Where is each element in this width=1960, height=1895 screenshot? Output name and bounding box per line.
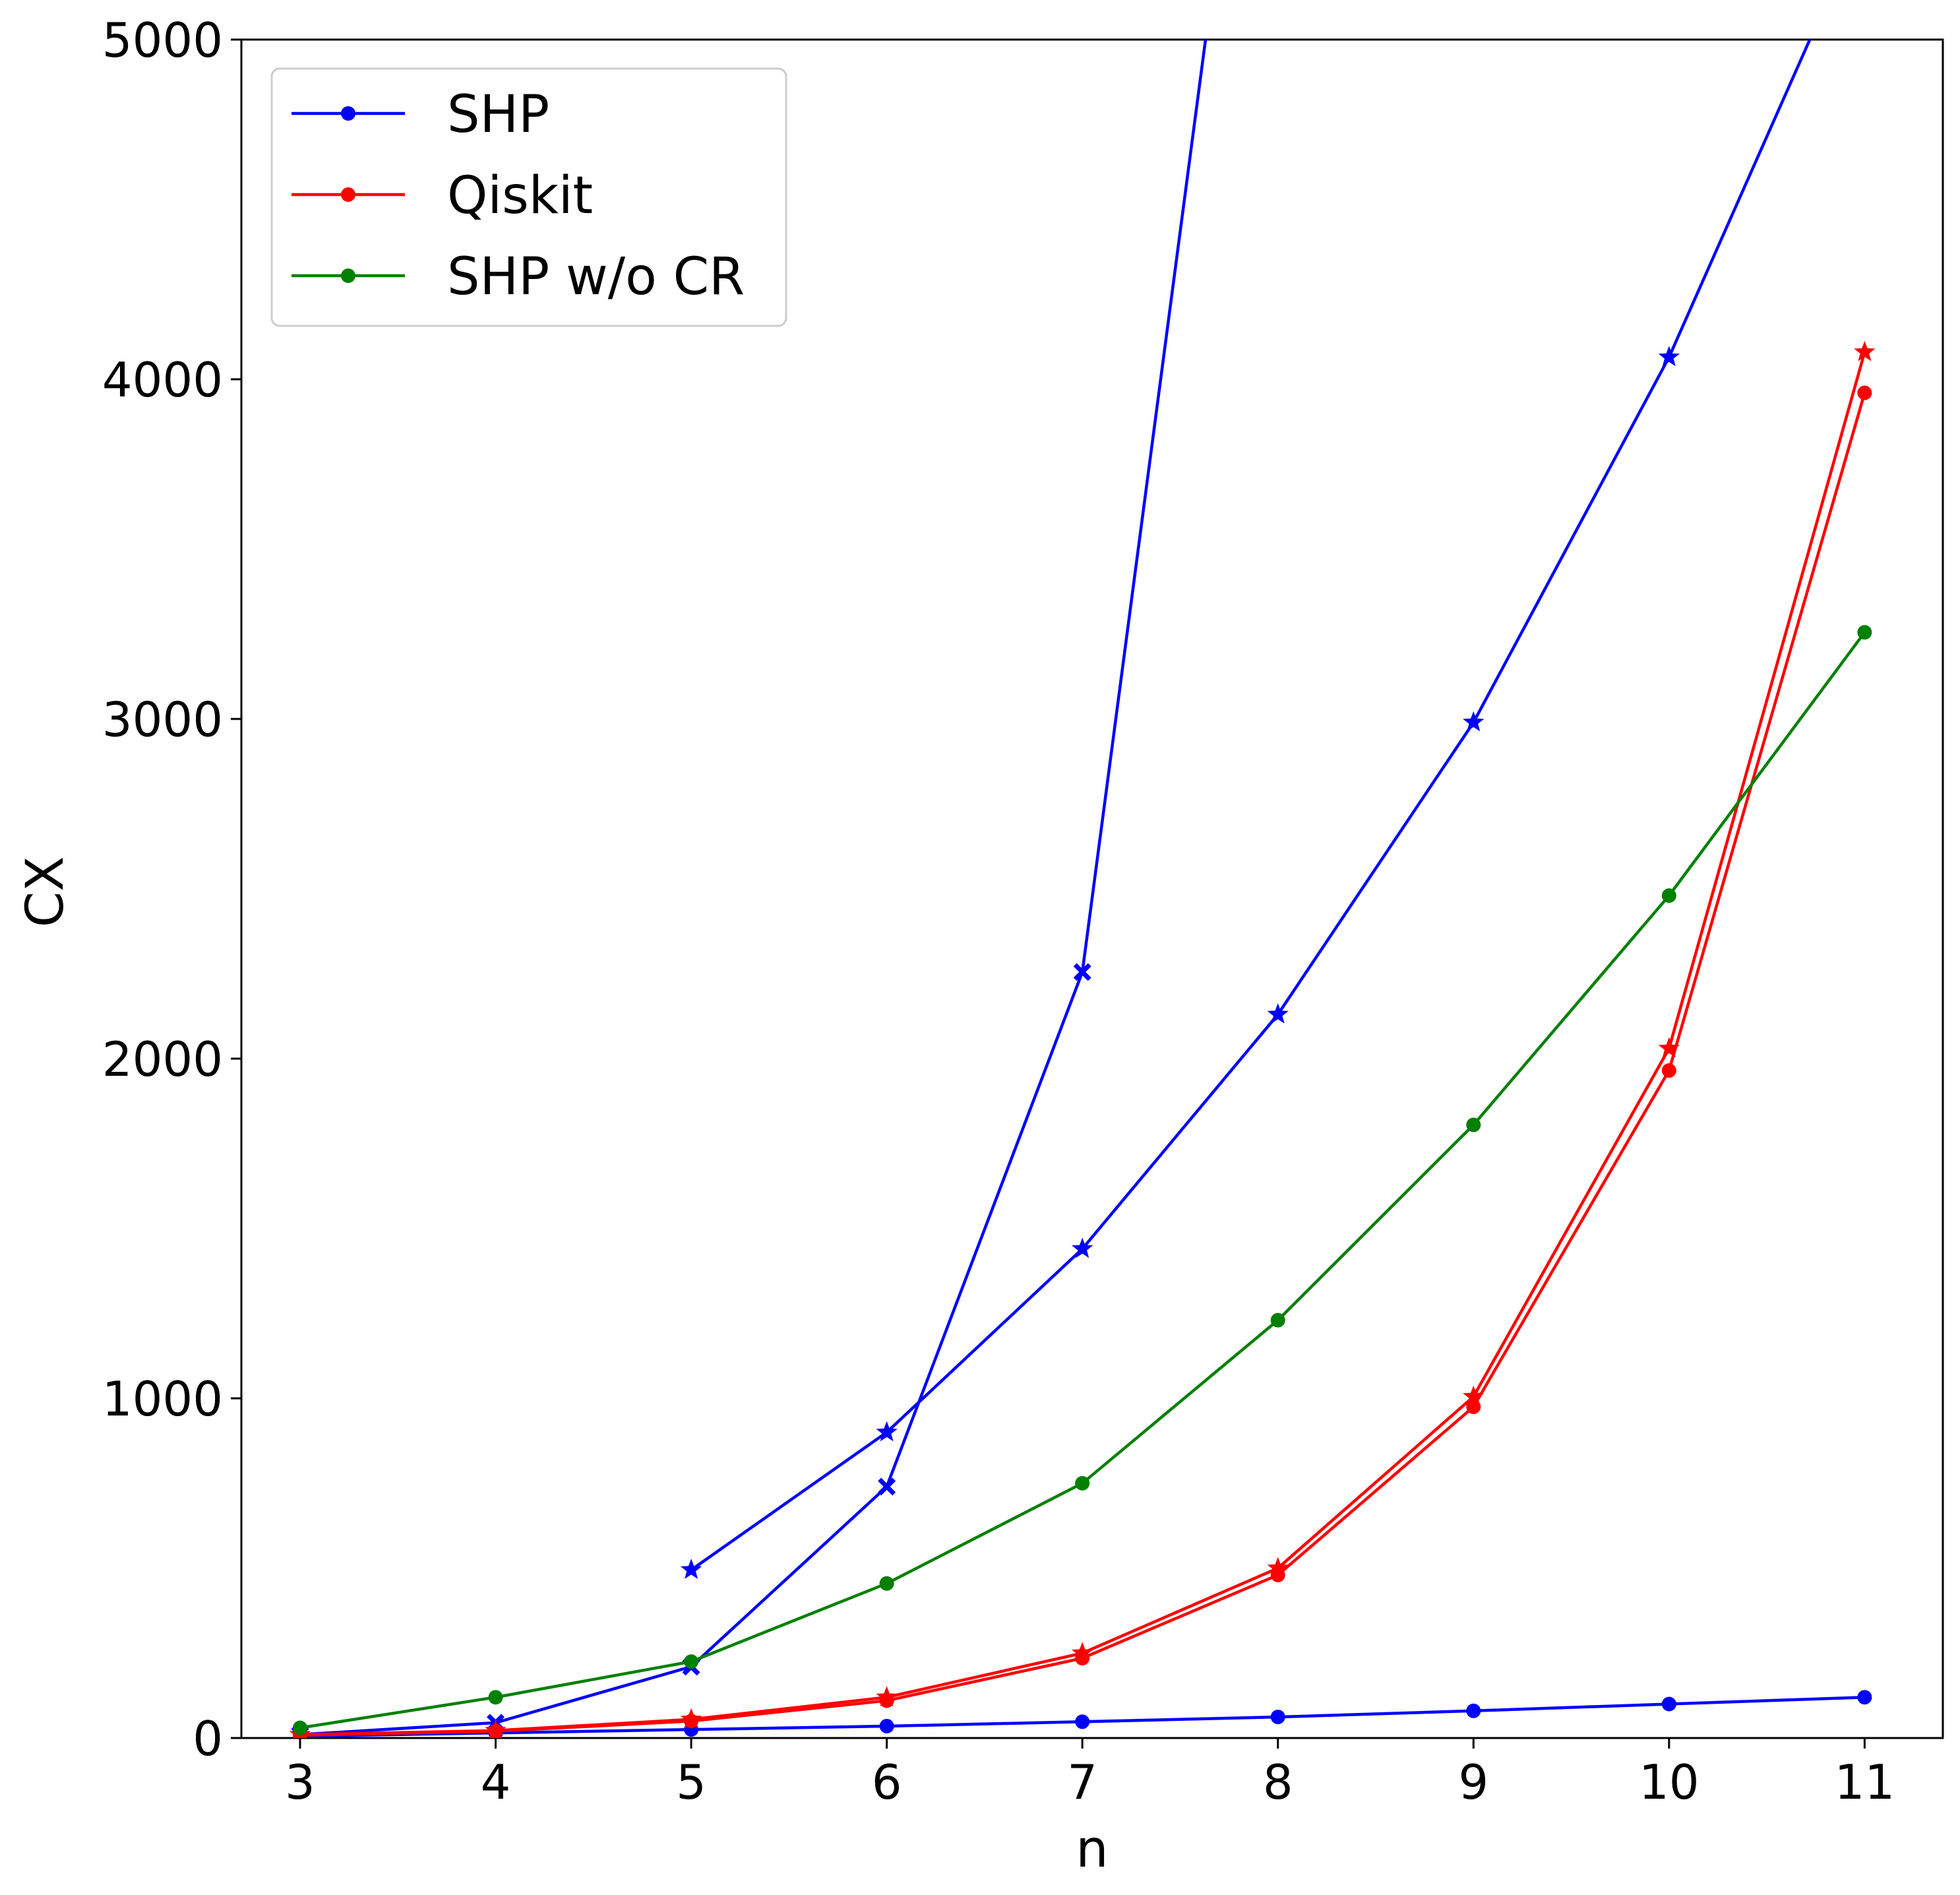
x-tick-label: 3 [285,1755,315,1810]
series-3-star-marker [1658,346,1680,367]
series-6-circle-marker [1466,1117,1481,1133]
y-tick-label: 0 [193,1711,223,1766]
series-2-line [299,40,1208,1737]
series-5-star-marker [1072,1642,1093,1662]
y-tick-label: 1000 [102,1371,223,1427]
series-5-star-marker [1463,1385,1485,1406]
series-6-circle-marker [684,1654,699,1669]
y-tick-label: 3000 [102,692,223,747]
legend-marker [341,268,355,283]
x-tick-label: 8 [1263,1755,1293,1810]
y-tick-label: 4000 [102,352,223,408]
series-3-star-marker [1072,1237,1093,1258]
x-axis: 3 4 5 6 7 8 9 10 11 [285,1738,1895,1810]
series-3-star-marker [1267,1003,1289,1024]
legend-label: Qiskit [447,166,593,226]
series-2-x-marker [1073,963,1091,981]
series-3-line [690,40,1812,1571]
series-5-star-marker [1658,1037,1680,1058]
series-3-star-marker [876,1421,898,1442]
series-3-star-marker [1463,711,1485,731]
series-5-star-marker [680,1708,702,1729]
plot-frame [240,38,1944,1739]
series-2-x-marker [878,1477,896,1496]
series-5-line [299,352,1866,1737]
series-5-star-marker [1267,1557,1289,1578]
y-tick-label: 5000 [102,13,223,68]
x-tick-label: 10 [1639,1755,1700,1810]
y-axis: 0 1000 2000 3000 4000 5000 [102,13,241,1766]
x-tick-label: 5 [676,1755,706,1810]
series-1 [292,1690,1872,1738]
series-1-circle-marker [1661,1696,1676,1712]
series-4-circle-marker [1661,1063,1676,1078]
x-tick-label: 9 [1458,1755,1488,1810]
x-axis-title: n [1076,1820,1108,1879]
series-5-star-marker [1854,340,1876,361]
series-layer [289,40,1876,1738]
series-1-circle-marker [1466,1703,1481,1718]
series-6-circle-marker [1661,888,1676,903]
series-6-circle-marker [488,1690,503,1705]
series-6-line [299,631,1866,1729]
series-1-circle-marker [1857,1690,1872,1705]
series-4-line [299,392,1866,1737]
series-6-circle-marker [1270,1313,1285,1328]
legend-label: SHP w/o CR [447,247,745,307]
series-6 [292,625,1872,1735]
series-5 [289,340,1876,1738]
x-tick-label: 7 [1067,1755,1097,1810]
series-4 [292,385,1872,1738]
legend-box [270,67,787,327]
series-3-star-marker [680,1559,702,1579]
series-1-circle-marker [1075,1714,1090,1729]
x-tick-label: 6 [872,1755,902,1810]
y-tick-label: 2000 [102,1032,223,1087]
series-1-circle-marker [1270,1710,1285,1725]
x-tick-label: 4 [481,1755,511,1810]
series-5-star-marker [485,1719,506,1738]
series-6-circle-marker [292,1720,307,1735]
legend: SHP Qiskit SHP w/o CR [270,67,787,327]
series-1-circle-marker [879,1718,894,1733]
series-3 [680,40,1812,1579]
legend-label: SHP [447,85,549,144]
series-6-circle-marker [879,1576,894,1591]
series-6-circle-marker [1857,625,1872,640]
y-axis-title: CX [16,856,75,927]
x-tick-label: 11 [1835,1755,1895,1810]
legend-marker [341,187,355,202]
series-5-star-marker [876,1686,898,1706]
legend-marker [341,106,355,121]
series-4-circle-marker [1857,385,1872,400]
series-6-circle-marker [1075,1476,1090,1491]
